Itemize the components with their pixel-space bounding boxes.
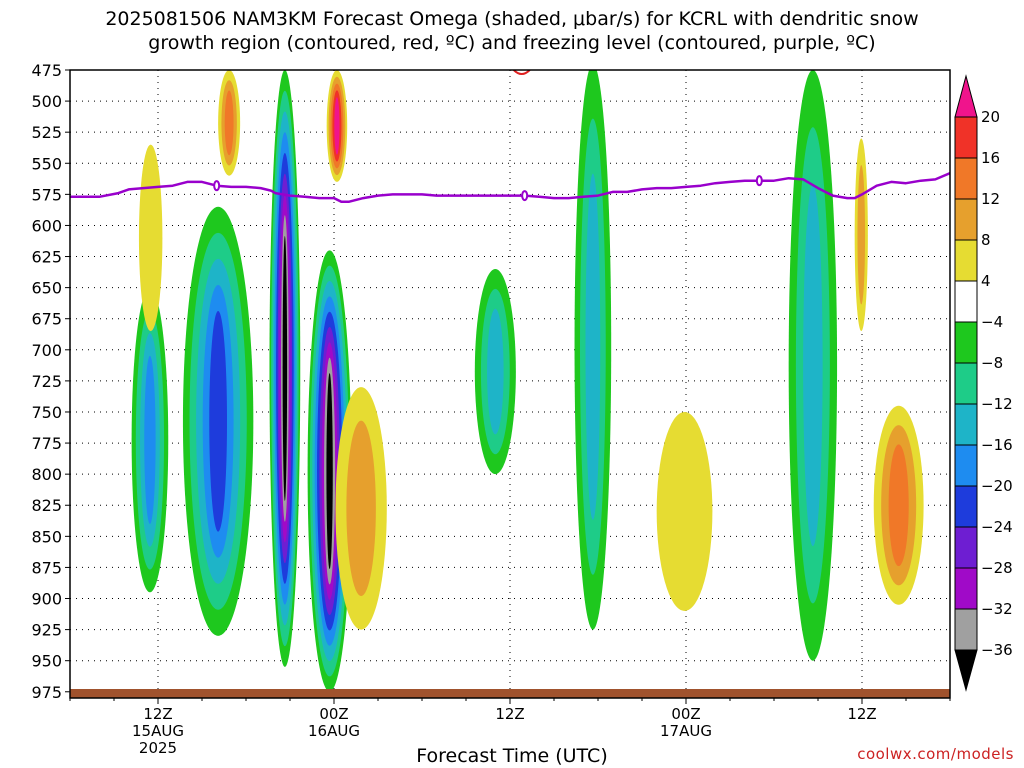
freezing-level-line	[70, 172, 950, 204]
colorbar-bin	[954, 157, 978, 200]
colorbar-bin	[954, 485, 978, 528]
x-tick-label: 00Z	[319, 705, 348, 723]
omega-contour	[857, 165, 866, 305]
x-axis-title: Forecast Time (UTC)	[416, 745, 608, 767]
terrain	[70, 688, 950, 698]
y-tick-label: 900	[31, 590, 62, 609]
colorbar-bin	[954, 239, 978, 282]
colorbar-label: −20	[981, 477, 1013, 495]
colorbar-label: −32	[981, 600, 1013, 618]
omega-shading	[131, 70, 924, 692]
y-tick-label: 475	[31, 61, 62, 80]
y-tick-label: 500	[31, 92, 62, 111]
y-tick-label: 525	[31, 123, 62, 142]
colorbar-bin	[954, 567, 978, 610]
y-tick-label: 875	[31, 558, 62, 577]
x-tick-label: 16AUG	[308, 722, 360, 740]
colorbar-bin	[954, 526, 978, 569]
chart-title-line-1: 2025081506 NAM3KM Forecast Omega (shaded…	[105, 8, 919, 30]
colorbar-label: −16	[981, 436, 1013, 454]
colorbar-bin	[954, 403, 978, 446]
omega-contour	[888, 444, 909, 567]
omega-contour	[585, 173, 601, 520]
terrain-fill	[70, 688, 950, 698]
colorbar-label: −28	[981, 559, 1013, 577]
y-tick-label: 925	[31, 621, 62, 640]
y-tick-label: 575	[31, 185, 62, 204]
credit-link[interactable]: coolwx.com/models	[857, 745, 1014, 763]
omega-contour	[656, 411, 713, 611]
omega-contour	[138, 144, 163, 332]
x-tick-label: 17AUG	[660, 722, 712, 740]
freezing-level-label-marker	[755, 175, 763, 187]
chart-title-line-2: growth region (contoured, red, ºC) and f…	[148, 32, 876, 54]
colorbar-label: −24	[981, 518, 1013, 536]
colorbar: 20 16 12 8 4 −4 −8 −12 −16 −20 −24 −28 −32 −36	[954, 74, 1013, 692]
omega-contour	[326, 373, 333, 570]
y-tick-label: 975	[31, 683, 62, 702]
colorbar-label: −12	[981, 395, 1013, 413]
freezing-level-label-marker	[521, 190, 529, 202]
x-tick-label: 00Z	[671, 705, 700, 723]
y-tick-label: 625	[31, 248, 62, 267]
colorbar-bin	[954, 116, 978, 159]
omega-contour	[334, 97, 340, 155]
y-tick-label: 750	[31, 403, 62, 422]
colorbar-bin	[954, 444, 978, 487]
y-tick-label: 800	[31, 465, 62, 484]
y-tick-label: 675	[31, 310, 62, 329]
colorbar-label: 4	[981, 272, 991, 290]
x-tick-label: 12Z	[495, 705, 524, 723]
colorbar-bin	[954, 608, 978, 651]
y-tick-label: 600	[31, 216, 62, 235]
colorbar-label: −8	[981, 354, 1003, 372]
colorbar-label: −4	[981, 313, 1003, 331]
y-tick-label: 725	[31, 372, 62, 391]
omega-contour	[803, 184, 823, 547]
omega-contour	[282, 235, 288, 501]
colorbar-bin	[954, 280, 978, 323]
x-tick-label: 15AUG	[132, 722, 184, 740]
colorbar-label: 8	[981, 231, 991, 249]
colorbar-label: 12	[981, 190, 1000, 208]
omega-contour	[144, 355, 156, 525]
freezing-level-label-marker	[213, 180, 221, 192]
freezing-level	[70, 172, 950, 204]
colorbar-label: −36	[981, 641, 1013, 659]
omega-contour	[224, 90, 234, 156]
colorbar-top-arrow	[954, 74, 978, 118]
y-axis: 475 500 525 550 575 600 625 650 675 700 725 750 775 8…	[31, 61, 70, 702]
omega-contour	[346, 420, 376, 597]
colorbar-bottom-arrow	[954, 649, 978, 692]
colorbar-label: 16	[981, 149, 1000, 167]
y-tick-label: 700	[31, 341, 62, 360]
y-tick-label: 850	[31, 527, 62, 546]
omega-contour	[209, 311, 228, 532]
y-tick-label: 825	[31, 496, 62, 515]
x-tick-label: 12Z	[143, 705, 172, 723]
x-tick-label: 2025	[139, 739, 177, 757]
colorbar-bin	[954, 362, 978, 405]
y-tick-label: 775	[31, 434, 62, 453]
x-tick-label: 12Z	[847, 705, 876, 723]
omega-contour	[487, 308, 504, 435]
colorbar-bin	[954, 198, 978, 241]
y-tick-label: 550	[31, 154, 62, 173]
colorbar-bin	[954, 321, 978, 364]
y-tick-label: 950	[31, 652, 62, 671]
y-tick-label: 650	[31, 279, 62, 298]
dgz-contour	[513, 70, 531, 75]
colorbar-label: 20	[981, 108, 1000, 126]
